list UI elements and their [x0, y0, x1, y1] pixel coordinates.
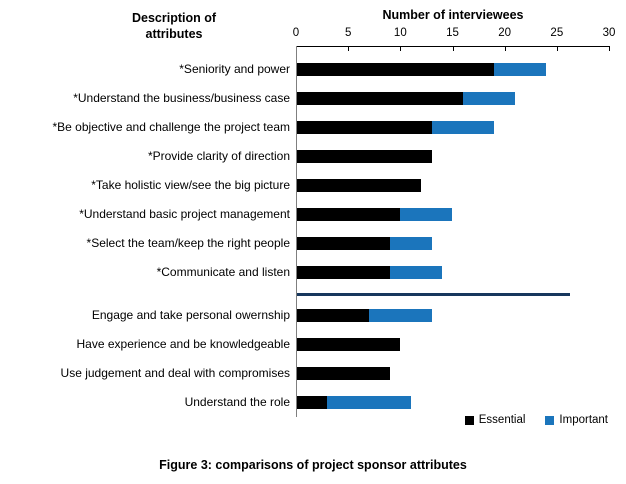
bar-segment-essential [296, 237, 390, 250]
bar-row: Have experience and be knowledgeable [0, 330, 626, 359]
bar-segment-important [400, 208, 453, 221]
x-tick-mark [556, 46, 558, 51]
category-label: *Take holistic view/see the big picture [91, 178, 290, 192]
category-label: *Communicate and listen [156, 265, 290, 279]
x-tick-mark [504, 46, 506, 51]
legend-item-essential: Essential [464, 414, 526, 426]
x-tick-mark [348, 46, 350, 51]
category-label: *Be objective and challenge the project … [52, 120, 291, 134]
bar-segment-important [462, 92, 516, 105]
bar-segment-important [494, 63, 547, 76]
bar-row: *Select the team/keep the right people [0, 229, 626, 258]
bar-segment-important [431, 121, 495, 134]
x-tick-mark [452, 46, 454, 51]
category-label: Engage and take personal owernship [91, 308, 290, 322]
category-label: Use judgement and deal with compromises [60, 366, 290, 380]
x-tick-label: 0 [292, 27, 300, 39]
x-tick-label: 25 [550, 27, 564, 39]
category-label: *Understand basic project management [79, 207, 290, 221]
plot-area: *Seniority and power *Understand the busi… [0, 55, 626, 417]
bar-row: *Take holistic view/see the big picture [0, 171, 626, 200]
bar-segment-essential [296, 92, 463, 105]
x-tick-label: 5 [344, 27, 352, 39]
legend-label: Important [559, 414, 608, 426]
bar-segment-essential [296, 150, 432, 163]
figure-caption: Figure 3: comparisons of project sponsor… [159, 458, 467, 472]
y-axis-title: Description of attributes [131, 11, 217, 42]
category-label: *Select the team/keep the right people [86, 236, 290, 250]
bar-row: Understand the role [0, 388, 626, 417]
legend-marker-important [545, 415, 555, 425]
bar-segment-essential [296, 338, 401, 351]
bar-segment-important [327, 396, 411, 409]
bar-segment-essential [296, 266, 390, 279]
legend-item-important: Important [545, 414, 608, 426]
bar-segment-essential [296, 121, 432, 134]
x-axis-title: Number of interviewees [382, 8, 524, 22]
bar-segment-essential [296, 63, 495, 76]
y-axis-line [296, 46, 297, 417]
bar-segment-important [389, 237, 432, 250]
category-label: Understand the role [184, 395, 290, 409]
bar-segment-essential [296, 309, 370, 322]
x-tick-label: 20 [498, 27, 512, 39]
bar-row: Use judgement and deal with compromises [0, 359, 626, 388]
x-tick-label: 30 [602, 27, 616, 39]
bar-segment-essential [296, 367, 390, 380]
bar-row: Engage and take personal owernship [0, 301, 626, 330]
category-label: Have experience and be knowledgeable [76, 337, 291, 351]
bar-segment-essential [296, 179, 422, 192]
legend-label: Essential [478, 414, 526, 426]
bar-row: *Understand the business/business case [0, 84, 626, 113]
bar-row: *Seniority and power [0, 55, 626, 84]
group-separator-line [296, 293, 571, 296]
x-tick-mark [609, 46, 610, 51]
bar-row: *Provide clarity of direction [0, 142, 626, 171]
legend-marker-essential [464, 415, 474, 425]
x-tick-label: 15 [446, 27, 459, 39]
bar-segment-important [369, 309, 432, 322]
bar-row: *Understand basic project management [0, 200, 626, 229]
category-label: *Understand the business/business case [73, 91, 290, 105]
category-label: *Seniority and power [179, 62, 290, 76]
bar-row: *Be objective and challenge the project … [0, 113, 626, 142]
bar-segment-important [389, 266, 443, 279]
bar-segment-essential [296, 396, 328, 409]
x-tick-mark [400, 46, 402, 51]
legend: Essential Important [464, 414, 608, 426]
x-tick-label: 10 [393, 27, 407, 39]
category-label: *Provide clarity of direction [147, 149, 290, 163]
bar-segment-essential [296, 208, 401, 221]
bar-row: *Communicate and listen [0, 258, 626, 287]
